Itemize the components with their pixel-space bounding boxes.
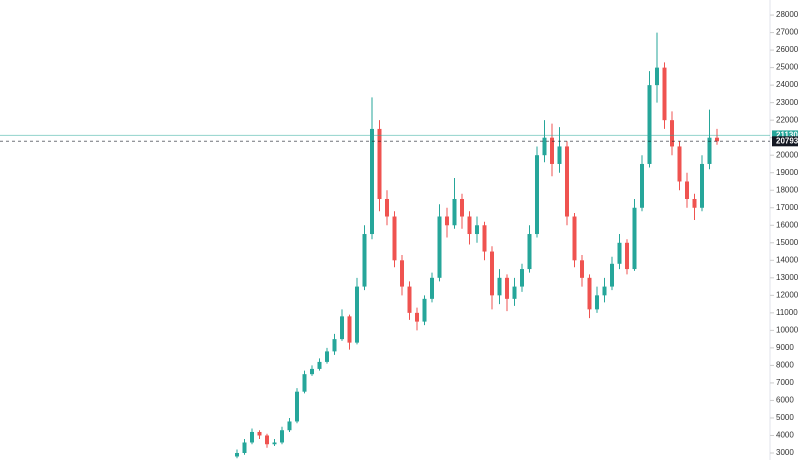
y-tick-label: 23000 [776,98,799,107]
y-tick-label: 28000 [776,10,799,19]
candle-body [400,260,404,287]
candle-body [302,374,307,392]
candle-body [700,163,704,208]
y-tick-label: 25000 [776,63,799,72]
candle-body [512,286,517,299]
candle-body [370,128,374,235]
candle-body [325,351,329,362]
candle-body [565,146,569,217]
y-tick-label: 12000 [776,290,799,299]
candle-body [377,128,382,199]
y-tick-label: 11000 [776,308,798,317]
candle-body [662,67,667,121]
candle-body [625,242,629,270]
candle-body [550,137,554,164]
candle-body [265,435,269,445]
candle-body [610,263,614,287]
y-tick-label: 7000 [776,378,794,387]
candle-body [452,198,457,226]
candle-body [467,216,472,235]
candle-body [640,163,644,208]
price-label-box [772,130,798,141]
candle-body [595,295,599,310]
candle-body [437,216,442,278]
y-tick-label: 14000 [776,255,799,264]
y-tick-label: 18000 [776,185,799,194]
candle-body [295,391,299,422]
candle-body [527,234,532,270]
candle-body [707,137,712,164]
candle-body [535,155,539,235]
candle-body [385,198,389,217]
candle-body [692,198,697,208]
candle-body [580,260,584,278]
candle-body [310,368,314,375]
candle-body [355,286,359,343]
candle-body [715,137,719,142]
candle-body [257,431,262,436]
candle-body [685,181,689,199]
candle-body [482,225,487,252]
y-tick-label: 4000 [776,431,794,440]
y-tick-label: 5000 [776,413,794,422]
candle-body [505,277,509,299]
candle-body [587,277,592,310]
y-tick-label: 6000 [776,396,794,405]
candle-body [445,216,449,226]
candle-body [280,430,284,443]
candle-body [347,316,352,343]
candle-body [632,207,637,270]
y-tick-label: 9000 [776,343,794,352]
candle-body [655,67,659,86]
y-tick-label: 16000 [776,220,799,229]
candle-body [392,216,397,261]
y-tick-label: 19000 [776,168,799,177]
candle-body [362,234,367,287]
candle-body [332,339,337,352]
y-tick-label: 8000 [776,361,794,370]
candle-body [475,225,479,235]
candle-body [460,198,464,217]
y-tick-label: 15000 [776,238,799,247]
y-tick-label: 13000 [776,273,799,282]
candle-body [520,269,524,287]
price-label: 20793 [776,136,799,145]
candle-body [272,442,277,445]
y-tick-label: 3000 [776,448,794,457]
candle-body [422,298,427,322]
candle-body [250,431,254,443]
candle-body [242,442,247,453]
y-tick-label: 10000 [776,325,799,334]
candle-body [542,137,547,156]
candle-body [490,251,494,296]
price-label: 21130 [776,131,798,140]
candle-body [677,146,682,182]
candle-body [572,216,577,261]
candle-body [235,452,239,457]
y-tick-label: 26000 [776,45,799,54]
y-tick-label: 20000 [776,150,799,159]
candle-body [317,361,322,369]
y-tick-label: 22000 [776,115,799,124]
candle-body [647,85,652,164]
y-tick-label: 27000 [776,28,799,37]
candle-body [670,120,674,147]
candle-body [415,312,419,322]
price-label-box [772,136,798,147]
candle-body [287,421,292,431]
candle-body [497,277,502,296]
candle-body [557,146,562,164]
candle-body [340,316,344,340]
candle-body [430,277,434,299]
y-tick-label: 24000 [776,80,799,89]
candle-body [407,286,412,313]
y-tick-label: 17000 [776,203,799,212]
candle-body [617,242,622,264]
candle-body [602,286,607,296]
